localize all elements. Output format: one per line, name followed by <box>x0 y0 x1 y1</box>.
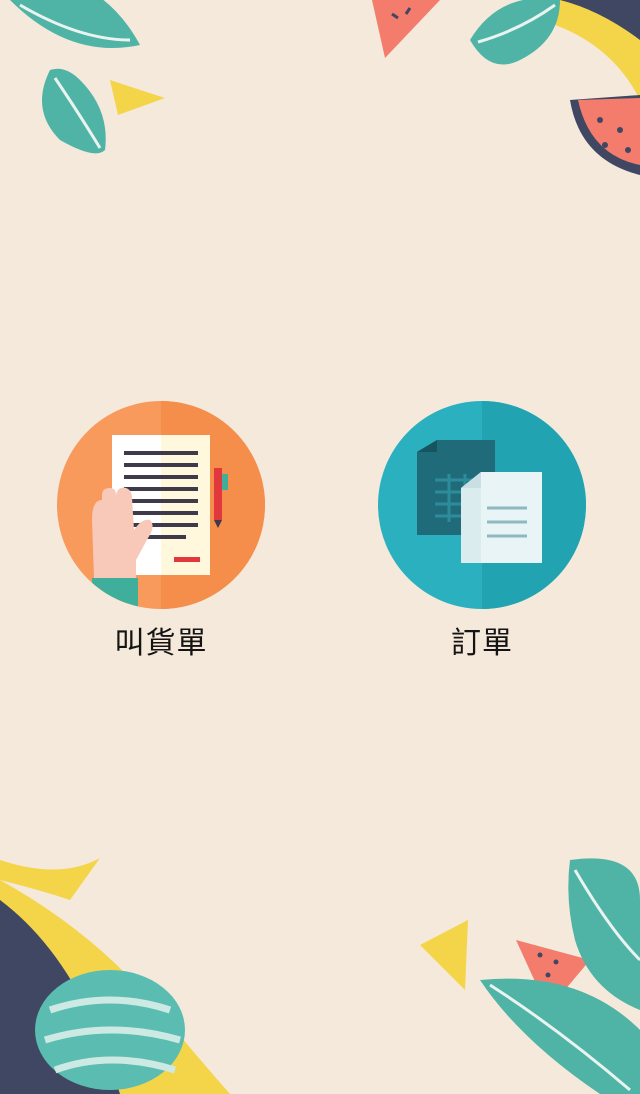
leaf-decoration-top-left <box>10 0 165 154</box>
leaf-decoration-bottom-left <box>0 858 230 1094</box>
order-form-icon <box>57 401 265 609</box>
leaf-decoration-top-right <box>470 0 640 175</box>
menu-item-label: 叫貨單 <box>114 626 208 661</box>
leaf-decoration-bottom-right <box>420 858 640 1094</box>
documents-icon <box>378 401 586 609</box>
menu-item-orders[interactable]: 訂單 <box>377 400 587 662</box>
menu-item-label: 訂單 <box>451 626 513 661</box>
watermelon-decoration-top <box>372 0 440 58</box>
menu-item-order-request[interactable]: 叫貨單 <box>56 400 266 662</box>
